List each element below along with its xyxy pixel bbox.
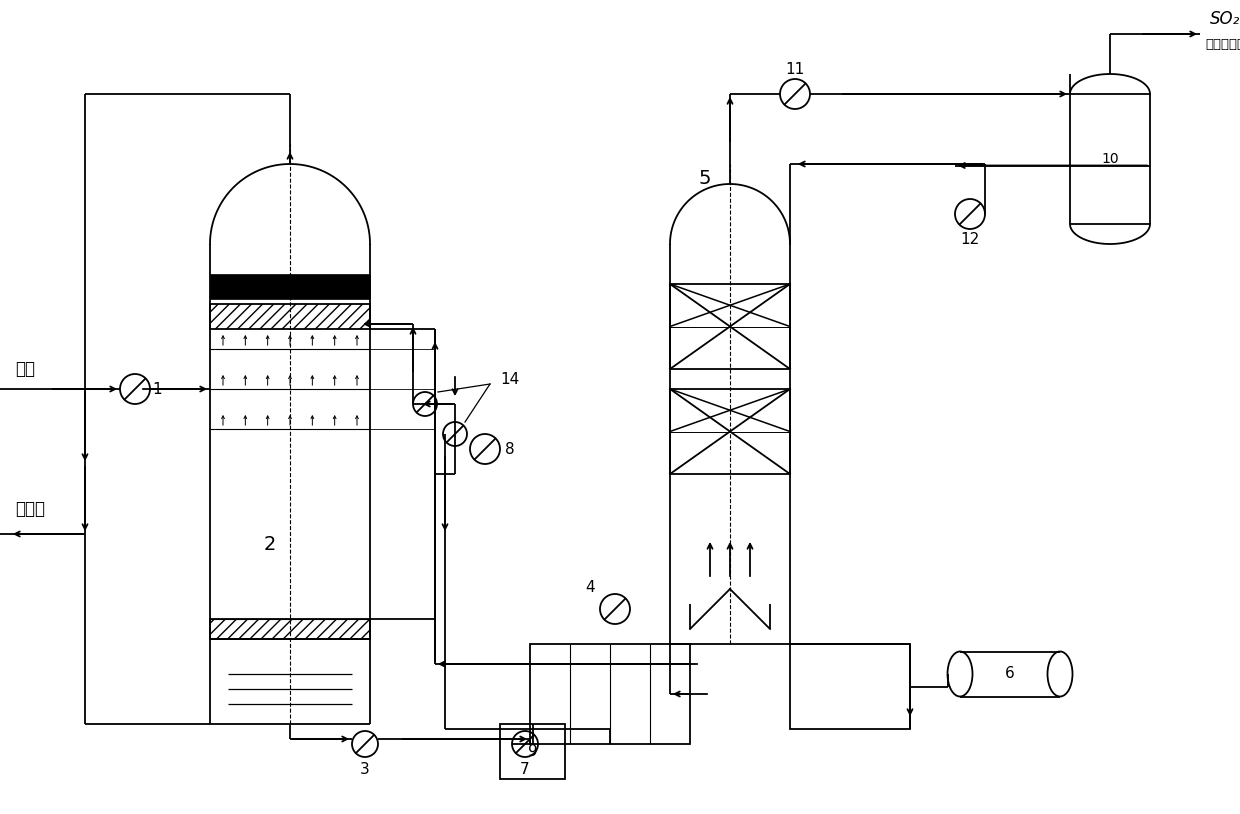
Text: SO₂: SO₂ bbox=[1210, 10, 1240, 28]
Text: 10: 10 bbox=[1101, 152, 1118, 166]
Bar bbox=[790, 644, 910, 729]
Text: 9: 9 bbox=[528, 744, 537, 759]
Bar bbox=[210, 619, 370, 639]
Bar bbox=[500, 724, 565, 779]
Bar bbox=[670, 284, 790, 369]
Text: 12: 12 bbox=[960, 231, 980, 247]
Text: 8: 8 bbox=[505, 441, 515, 457]
Text: 5: 5 bbox=[699, 169, 712, 189]
Text: 1: 1 bbox=[153, 382, 161, 396]
Text: 7: 7 bbox=[521, 762, 529, 777]
Text: 4: 4 bbox=[585, 580, 595, 594]
Text: 去烟囱: 去烟囱 bbox=[15, 500, 45, 518]
Text: 去制硫酸工序: 去制硫酸工序 bbox=[1205, 37, 1240, 50]
Bar bbox=[210, 304, 370, 329]
Bar bbox=[210, 274, 370, 299]
Bar bbox=[670, 389, 790, 474]
Text: 6: 6 bbox=[1006, 667, 1014, 681]
Text: 14: 14 bbox=[500, 371, 520, 387]
Text: 2: 2 bbox=[264, 535, 277, 554]
Text: 11: 11 bbox=[785, 62, 805, 77]
Text: 烟气: 烟气 bbox=[15, 360, 35, 378]
Text: 3: 3 bbox=[360, 762, 370, 777]
Bar bbox=[529, 644, 689, 744]
